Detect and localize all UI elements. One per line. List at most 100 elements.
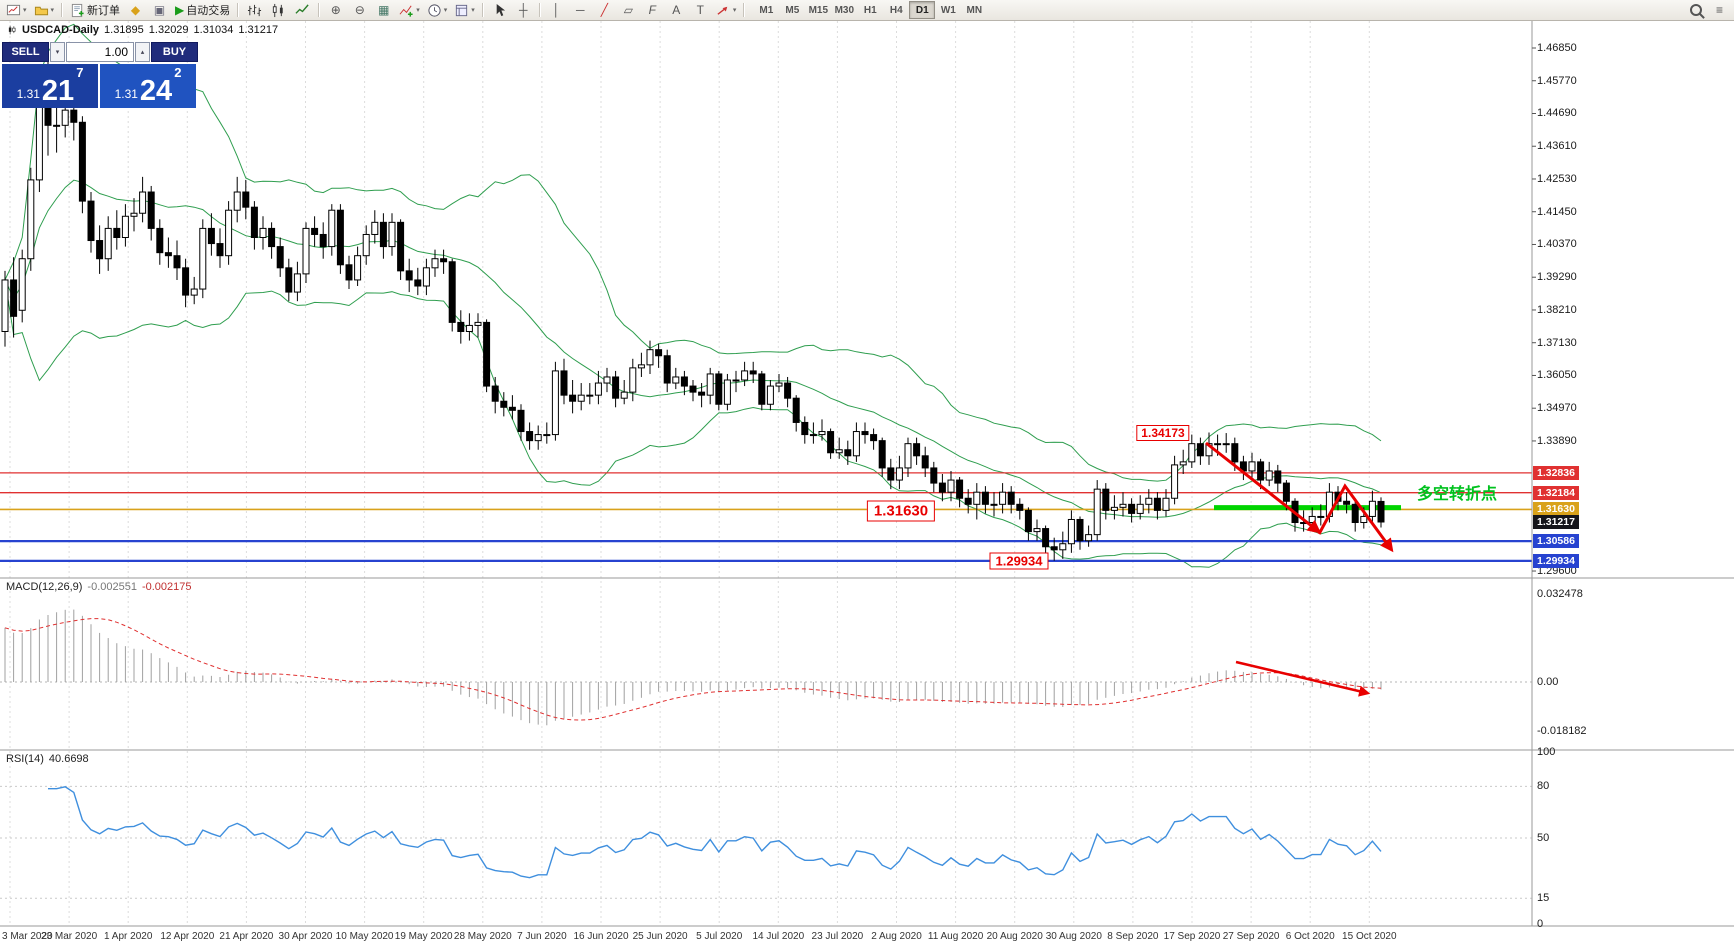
arrows-button[interactable]: ▾ — [713, 1, 740, 20]
trendline-button[interactable]: ╱ — [593, 1, 616, 20]
rsi-value: 40.6698 — [48, 753, 89, 765]
buy-price-display[interactable]: 1.31 24 2 — [100, 64, 196, 108]
date-axis-label: 12 Apr 2020 — [160, 931, 215, 942]
price-tick: 1.39290 — [1537, 271, 1577, 284]
toolbar-separator — [481, 3, 484, 17]
timeframe-button-m1[interactable]: M1 — [759, 4, 774, 16]
rsi-tick: 50 — [1537, 832, 1550, 844]
menu-icon: ≡ — [1715, 3, 1723, 17]
indicators-button[interactable]: ▾ — [396, 1, 423, 20]
timeframe-button-m5[interactable]: M5 — [785, 4, 800, 16]
toolbar-separator — [237, 3, 240, 17]
bar-chart-button[interactable] — [243, 1, 266, 20]
label-button[interactable]: T — [689, 1, 712, 20]
autotrading-button[interactable]: ▶ 自动交易 — [172, 1, 233, 20]
date-axis-label: 23 Mar 2020 — [41, 931, 98, 942]
terminal-icon: ▣ — [153, 3, 166, 17]
timeframe-button-h1[interactable]: H1 — [863, 4, 877, 16]
fibonacci-icon: F — [648, 3, 656, 17]
search-button[interactable] — [1684, 1, 1707, 20]
text-icon: A — [672, 3, 681, 17]
new-order-button[interactable]: 新订单 — [67, 1, 123, 20]
crosshair-icon: ┼ — [519, 3, 528, 17]
date-axis-label: 30 Aug 2020 — [1045, 931, 1102, 942]
chevron-down-icon: ▾ — [443, 7, 448, 14]
timeframe-button-h4[interactable]: H4 — [889, 4, 903, 16]
price-badge: 1.29934 — [1533, 553, 1579, 568]
price-tick: 1.41450 — [1537, 205, 1577, 218]
macd-value: -0.002551 — [87, 581, 137, 593]
support-price-label: 1.31630 — [866, 500, 936, 522]
timeframe-button-d1[interactable]: D1 — [909, 1, 936, 19]
price-badge: 1.31630 — [1533, 502, 1579, 517]
price-tick: 1.46850 — [1537, 42, 1577, 54]
chevron-down-icon: ▾ — [471, 7, 475, 14]
date-axis-label: 19 May 2020 — [394, 931, 453, 942]
channel-button[interactable]: ▱ — [617, 1, 640, 20]
new-order-icon — [71, 3, 84, 17]
trend-arrows-layer — [1205, 441, 1394, 697]
buy-button[interactable]: BUY — [151, 42, 198, 62]
menu-button[interactable]: ≡ — [1708, 1, 1731, 20]
price-tick: 1.42530 — [1537, 172, 1577, 185]
volume-decrease-button[interactable]: ▾ — [50, 42, 65, 62]
price-tick: 1.36050 — [1537, 369, 1577, 382]
volume-increase-button[interactable]: ▴ — [135, 42, 150, 62]
zoom-in-icon: ⊕ — [330, 3, 341, 17]
vertical-line-button[interactable]: │ — [545, 1, 568, 20]
chevron-down-icon: ▾ — [23, 7, 27, 14]
rsi-header: RSI(14) 40.6698 — [6, 753, 89, 765]
sell-button[interactable]: SELL — [2, 42, 49, 62]
new-order-label: 新订单 — [87, 5, 121, 17]
sell-price-display[interactable]: 1.31 21 7 — [2, 64, 98, 108]
crosshair-button[interactable]: ┼ — [512, 1, 535, 20]
price-tick: 1.34970 — [1537, 402, 1577, 415]
timeframe-button-mn[interactable]: MN — [966, 4, 983, 16]
bar-chart-icon — [248, 4, 262, 16]
chart-profiles-button[interactable]: ▾ — [31, 1, 58, 20]
macd-layer — [4, 609, 1382, 726]
text-button[interactable]: A — [665, 1, 688, 20]
timeframe-button-m15[interactable]: M15 — [808, 4, 829, 16]
date-axis-label: 11 Aug 2020 — [927, 931, 984, 942]
date-axis-label: 8 Sep 2020 — [1107, 931, 1159, 942]
date-axis-label: 5 Jul 2020 — [696, 931, 743, 942]
zoom-in-button[interactable]: ⊕ — [324, 1, 347, 20]
date-axis-label: 2 Aug 2020 — [871, 931, 922, 942]
date-axis-label: 3 Mar 2020 — [2, 931, 53, 942]
panel-dividers — [0, 21, 1734, 927]
peak-price-label: 1.34173 — [1136, 425, 1190, 441]
periods-button[interactable]: ▾ — [424, 1, 451, 20]
horizontal-line-button[interactable]: ─ — [569, 1, 592, 20]
fibonacci-button[interactable]: F — [641, 1, 664, 20]
indicators-icon — [399, 5, 413, 17]
templates-button[interactable]: ▾ — [451, 1, 478, 20]
search-icon — [1689, 4, 1702, 16]
line-chart-icon — [295, 3, 309, 14]
date-axis-label: 27 Sep 2020 — [1222, 931, 1280, 942]
macd-tick: 0.032478 — [1537, 587, 1583, 600]
chart-type-icon — [8, 25, 16, 35]
line-chart-button[interactable] — [291, 1, 314, 20]
metaeditor-button[interactable]: ◆ — [124, 1, 147, 20]
tile-windows-icon: ▦ — [378, 3, 390, 17]
play-icon: ▶ — [175, 3, 185, 17]
ohlc-open: 1.31895 — [104, 24, 144, 36]
tile-windows-button[interactable]: ▦ — [372, 1, 395, 20]
timeframe-button-w1[interactable]: W1 — [940, 4, 956, 16]
volume-input[interactable] — [66, 42, 134, 62]
timeframe-button-m30[interactable]: M30 — [834, 4, 855, 16]
terminal-button[interactable]: ▣ — [148, 1, 171, 20]
chart-title: USDCAD-Daily 1.31895 1.32029 1.31034 1.3… — [7, 24, 278, 36]
price-tick: 1.45770 — [1537, 74, 1577, 87]
macd-signal-value: -0.002175 — [141, 581, 192, 593]
cursor-button[interactable] — [488, 1, 511, 20]
new-chart-button[interactable]: ▾ — [3, 1, 30, 20]
price-badge: 1.32184 — [1533, 485, 1579, 500]
candlestick-chart-button[interactable] — [267, 1, 290, 20]
price-tick: 1.37130 — [1537, 336, 1577, 349]
date-axis-label: 7 Jun 2020 — [517, 931, 567, 942]
zoom-out-button[interactable]: ⊖ — [348, 1, 371, 20]
rsi-tick: 100 — [1537, 746, 1556, 758]
